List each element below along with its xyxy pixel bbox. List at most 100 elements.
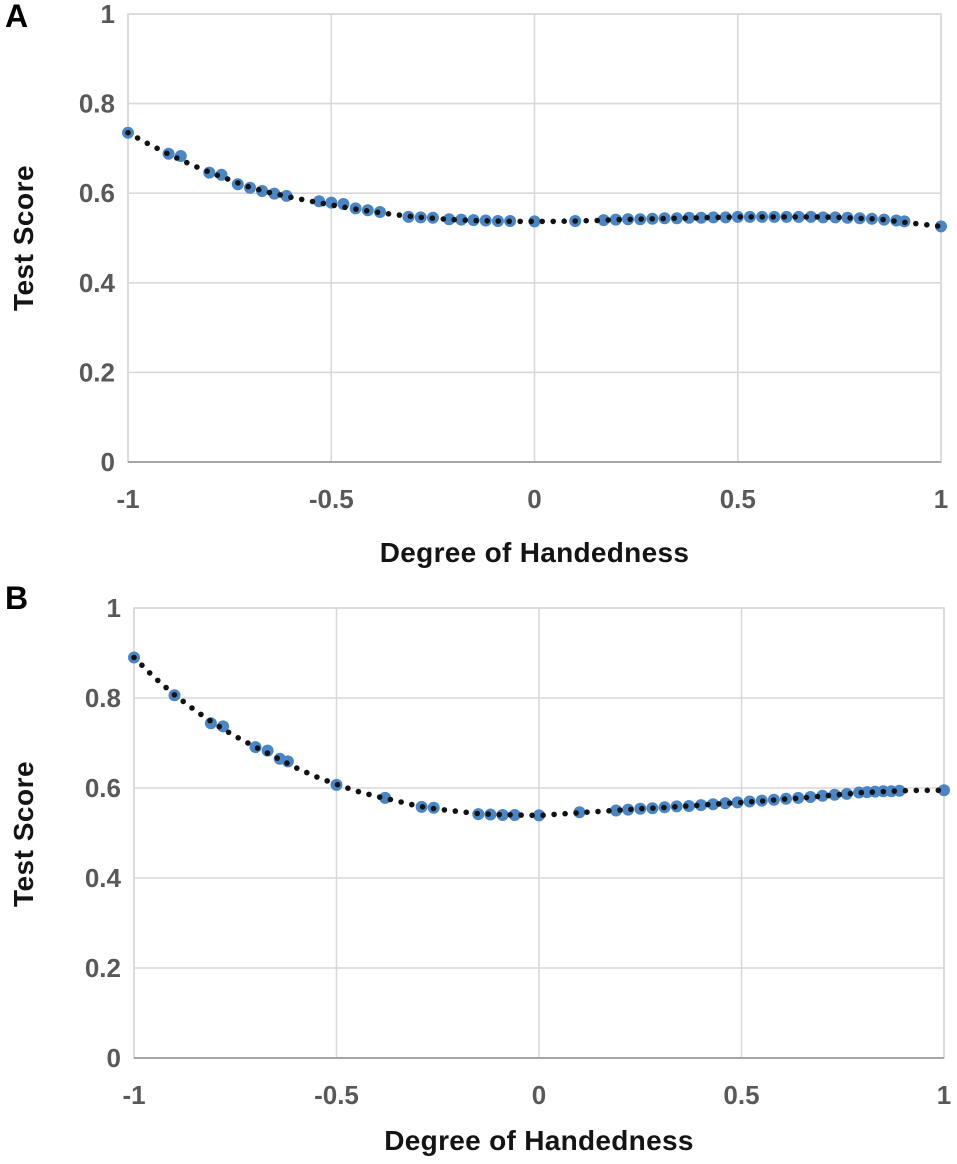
trend-dot: [266, 189, 273, 196]
data-point: [938, 784, 950, 797]
y-tick-label: 0: [101, 447, 115, 477]
trend-dot: [174, 155, 180, 161]
trend-dot: [440, 216, 447, 222]
trend-dot: [639, 805, 645, 812]
trend-dot: [825, 792, 832, 799]
trend-dot: [847, 790, 854, 797]
trend-dot: [902, 787, 909, 794]
trend-dot: [858, 789, 865, 796]
trend-dot: [366, 791, 372, 798]
trend-dot: [694, 802, 700, 809]
trend-dot: [628, 806, 634, 813]
trend-dot: [495, 218, 502, 224]
panel-b-letter: B: [5, 580, 29, 616]
data-point: [804, 210, 817, 223]
trend-dot: [814, 793, 821, 800]
trend-dot: [880, 216, 886, 223]
y-tick-label: 1: [101, 0, 115, 29]
trend-dot: [913, 220, 919, 227]
trend-dot: [705, 801, 711, 808]
trend-dot: [759, 798, 766, 804]
trend-dot: [398, 799, 404, 805]
trend-dot: [334, 781, 341, 788]
trend-dot: [683, 803, 689, 809]
trend-dot: [660, 215, 666, 222]
data-point: [215, 168, 228, 181]
trend-dot: [171, 692, 178, 698]
trend-dot: [194, 164, 200, 170]
x-tick-label: 0: [527, 484, 541, 514]
trend-dot: [847, 215, 853, 221]
y-tick-label: 0.6: [79, 178, 115, 208]
panel-a-x-axis-title: Degree of Handedness: [379, 537, 690, 568]
trend-dot: [748, 214, 754, 220]
panel-b-plot: -1 -0.5 0 0.5 1 0 0.2 0.4 0.6 0.8 1: [85, 593, 951, 1110]
trend-dot: [650, 805, 656, 811]
trend-dot: [216, 723, 222, 730]
trend-dot: [324, 778, 331, 784]
trend-dot: [737, 214, 743, 220]
trend-dot: [245, 183, 251, 190]
trend-dot: [913, 787, 920, 794]
trend-dot: [550, 218, 556, 225]
trend-dot: [264, 750, 271, 756]
y-tick-label: 0: [107, 1043, 121, 1073]
trend-dot: [164, 150, 170, 157]
trend-dot: [376, 794, 383, 800]
panel-a-letter: A: [5, 0, 29, 34]
trend-dot: [385, 211, 392, 217]
y-tick-label: 1: [107, 593, 121, 623]
trend-dot: [572, 218, 578, 224]
trend-dot: [869, 789, 876, 795]
panel-b-x-axis-title: Degree of Handedness: [384, 1125, 694, 1156]
trend-dot: [594, 217, 600, 224]
trend-dot: [288, 194, 294, 201]
trend-dot: [134, 135, 141, 141]
trend-dot: [770, 214, 776, 220]
trend-dot: [309, 198, 316, 205]
trend-dot: [606, 808, 612, 814]
trend-dot: [792, 214, 798, 220]
x-tick-label: -0.5: [309, 484, 354, 514]
trend-dot: [363, 208, 370, 214]
trend-dot: [748, 798, 755, 805]
trend-dot: [225, 729, 232, 736]
trend-dot: [298, 196, 305, 203]
panel-a: A Test Score -1 -0.5 0 0.5 1 0 0.2 0.4 0.6 0.8 1 D…: [5, 0, 948, 568]
trend-dot: [320, 200, 327, 207]
trend-dot: [235, 180, 241, 186]
data-point: [609, 213, 622, 226]
x-tick-label: 0.5: [720, 484, 756, 514]
y-tick-label: 0.2: [85, 953, 121, 983]
trend-dot: [180, 698, 186, 705]
trend-dot: [409, 801, 415, 808]
trend-dot: [146, 670, 153, 676]
trend-dot: [463, 809, 470, 816]
trend-dot: [214, 172, 221, 178]
trend-dot: [539, 218, 545, 225]
trend-dot: [671, 215, 677, 222]
trend-dot: [189, 705, 195, 711]
y-tick-label: 0.2: [79, 357, 115, 387]
trend-dot: [924, 787, 931, 794]
y-tick-label: 0.4: [79, 268, 116, 298]
trend-dot: [891, 218, 897, 224]
trend-dot: [770, 797, 777, 803]
trend-dot: [682, 215, 688, 221]
trend-dot: [803, 794, 810, 801]
trend-dot: [474, 810, 481, 817]
trend-dot: [616, 216, 622, 223]
trend-dot: [605, 217, 611, 223]
trend-dot: [540, 812, 546, 818]
data-point: [508, 809, 521, 821]
trend-dot: [517, 218, 523, 225]
data-point: [893, 784, 906, 797]
trend-dot: [204, 168, 210, 174]
trend-dot: [462, 217, 469, 223]
trend-dot: [792, 795, 799, 802]
trend-dot: [184, 159, 190, 166]
trend-dot: [430, 805, 437, 812]
trend-dot: [154, 145, 160, 152]
trend-dot: [254, 745, 261, 751]
trend-dot: [617, 807, 623, 813]
